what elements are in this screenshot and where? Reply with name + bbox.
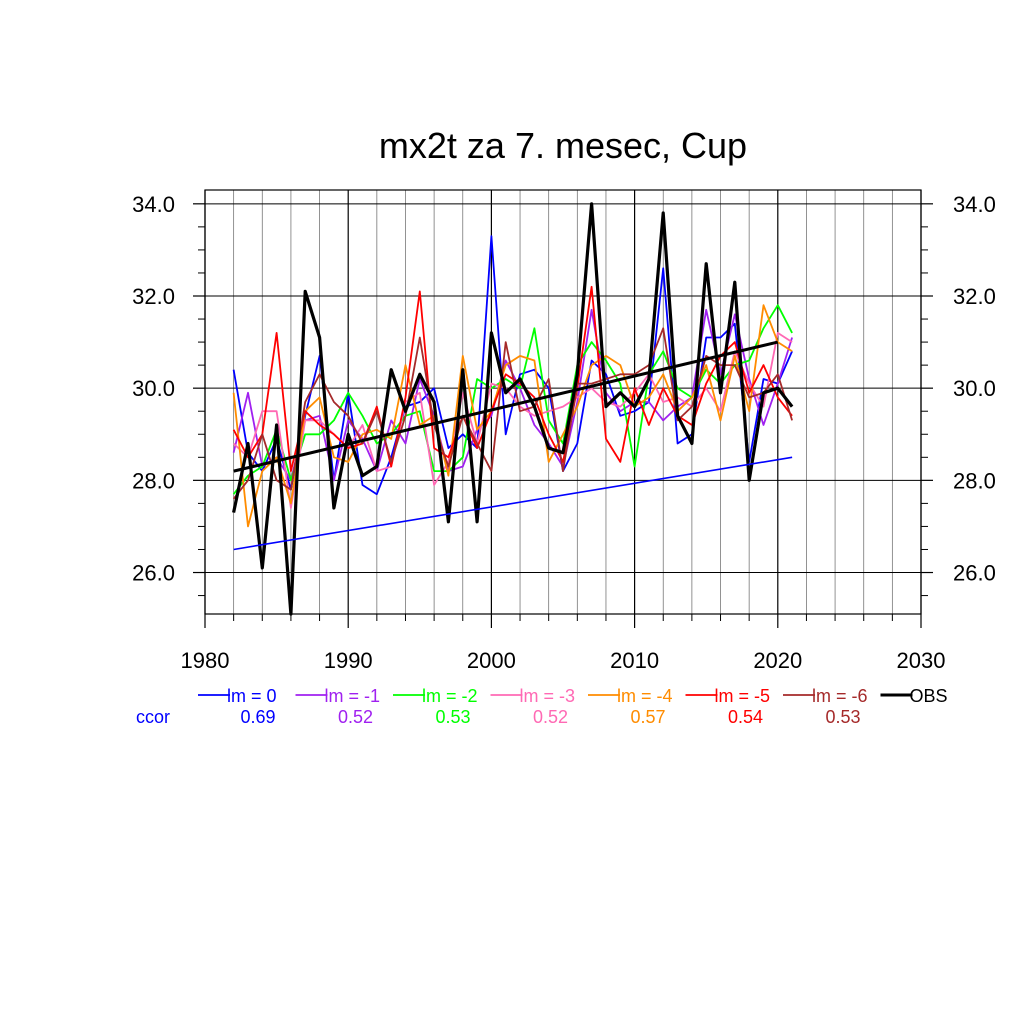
ccor-value: 0.69 <box>240 707 275 727</box>
trend-line <box>233 340 779 473</box>
ccor-label: ccor <box>136 707 170 727</box>
y-tick-label-left: 34.0 <box>132 192 175 217</box>
y-tick-label-right: 32.0 <box>953 284 996 309</box>
y-tick-label-left: 30.0 <box>132 376 175 401</box>
y-tick-label-right: 26.0 <box>953 561 996 586</box>
legend-item: OBS <box>880 686 948 706</box>
legend-entry-label: OBS <box>910 686 948 706</box>
legend-entry-label: lm = 0 <box>227 686 277 706</box>
ccor-value: 0.54 <box>728 707 763 727</box>
y-tick-label-right: 30.0 <box>953 376 996 401</box>
y-tick-label-right: 28.0 <box>953 468 996 493</box>
ccor-value: 0.53 <box>435 707 470 727</box>
x-tick-label: 1980 <box>181 648 230 673</box>
legend-item: lm = -50.54 <box>685 686 771 727</box>
legend-entry-label: lm = -4 <box>617 686 673 706</box>
legend-item: lm = -30.52 <box>490 686 576 727</box>
x-tick-label: 1990 <box>324 648 373 673</box>
x-tick-label: 2020 <box>753 648 802 673</box>
legend-entry-label: lm = -1 <box>325 686 381 706</box>
ccor-value: 0.52 <box>533 707 568 727</box>
grid <box>204 190 922 614</box>
plot-frame <box>204 189 922 615</box>
ccor-value: 0.57 <box>630 707 665 727</box>
ccor-value: 0.53 <box>825 707 860 727</box>
axes: 1980 1990 2000 2010 2020 2030 26.0 26.0 28.0 28.0… <box>132 189 996 673</box>
y-tick-label-left: 28.0 <box>132 468 175 493</box>
y-tick-label-left: 32.0 <box>132 284 175 309</box>
legend-entry-label: lm = -3 <box>520 686 576 706</box>
series-line-obs <box>232 202 794 616</box>
trend-line <box>233 456 793 551</box>
x-tick-label: 2010 <box>610 648 659 673</box>
series-line-lm-6 <box>232 327 793 500</box>
ccor-value: 0.52 <box>338 707 373 727</box>
legend-entry-label: lm = -5 <box>715 686 771 706</box>
y-tick-label-right: 34.0 <box>953 192 996 217</box>
x-tick-label: 2030 <box>897 648 946 673</box>
legend-item: lm = -10.52 <box>295 686 381 727</box>
trend-lines <box>233 340 793 551</box>
legend-item: lm = 00.69 <box>198 686 277 727</box>
series-lines <box>232 202 794 616</box>
legend-entry-label: lm = -6 <box>812 686 868 706</box>
chart-title: mx2t za 7. mesec, Cup <box>379 125 747 166</box>
legend-entry-label: lm = -2 <box>422 686 478 706</box>
legend-item: lm = -60.53 <box>783 686 868 727</box>
legend-item: lm = -40.57 <box>588 686 673 727</box>
legend-item: lm = -20.53 <box>393 686 478 727</box>
x-tick-label: 2000 <box>467 648 516 673</box>
y-tick-label-left: 26.0 <box>132 561 175 586</box>
